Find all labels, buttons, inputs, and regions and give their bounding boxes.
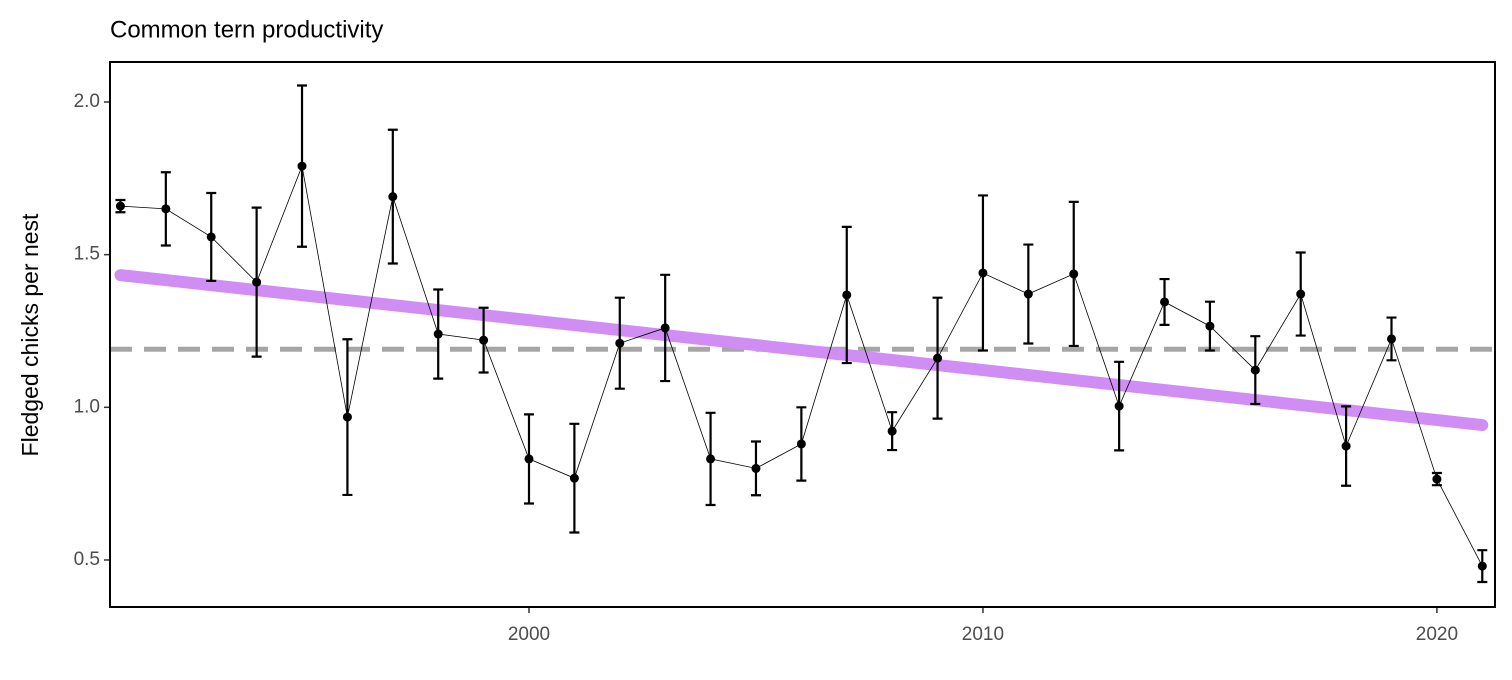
data-point — [933, 353, 943, 363]
plot-frame — [109, 61, 1496, 608]
data-point — [388, 192, 398, 202]
x-tick-label: 2020 — [1416, 624, 1458, 645]
data-point — [1114, 401, 1124, 411]
data-point — [161, 204, 171, 214]
data-point — [115, 201, 125, 211]
data-point — [887, 426, 897, 436]
data-point — [1250, 365, 1260, 375]
data-point — [706, 454, 716, 464]
x-tick-label: 2000 — [508, 624, 550, 645]
y-axis-title: Fledged chicks per nest — [17, 213, 43, 457]
data-point — [479, 335, 489, 345]
data-point — [1341, 441, 1351, 451]
data-point — [1296, 289, 1306, 299]
x-tick-label: 2010 — [962, 624, 1004, 645]
data-point — [796, 439, 806, 449]
data-point — [433, 329, 443, 339]
data-point — [1160, 297, 1170, 307]
y-tick-label: 2.0 — [74, 91, 100, 112]
y-tick-label: 1.5 — [74, 244, 100, 265]
data-point — [252, 277, 262, 287]
data-point — [1386, 334, 1396, 344]
data-point — [751, 463, 761, 473]
data-point — [569, 473, 579, 483]
data-point — [842, 290, 852, 300]
y-tick-label: 1.0 — [74, 396, 100, 417]
y-tick-label: 0.5 — [74, 549, 100, 570]
data-point — [297, 161, 307, 171]
data-point — [1205, 321, 1215, 331]
data-point — [1432, 474, 1442, 484]
series-line — [120, 164, 1483, 567]
data-point — [660, 323, 670, 333]
data-point — [206, 232, 216, 242]
data-point — [1069, 269, 1079, 279]
data-point — [615, 338, 625, 348]
data-point — [524, 454, 534, 464]
data-point — [1477, 561, 1487, 571]
chart-title: Common tern productivity — [110, 16, 383, 43]
data-point — [978, 268, 988, 278]
data-point — [342, 412, 352, 422]
data-point — [1023, 289, 1033, 299]
